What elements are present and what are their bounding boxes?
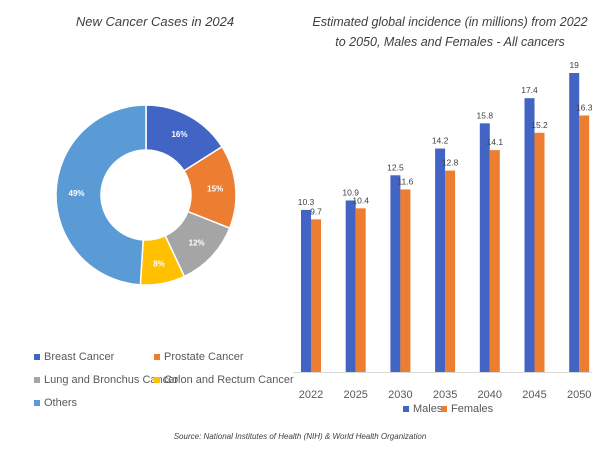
bar-males-2035	[435, 148, 446, 372]
donut-slice-label: 15%	[207, 184, 223, 193]
bar-males-2045	[524, 98, 535, 372]
bar-value-label: 17.4	[521, 85, 538, 95]
donut-slice-label: 16%	[171, 130, 187, 139]
donut-slice-others	[55, 104, 147, 286]
bar-value-label: 9.7	[310, 206, 322, 216]
donut-legend-item: Prostate Cancer	[154, 351, 243, 363]
legend-label: Prostate Cancer	[164, 351, 244, 363]
bar-females-2050	[579, 115, 590, 372]
bar-females-2040	[489, 150, 500, 372]
legend-swatch	[154, 354, 160, 360]
donut-slice-label: 12%	[189, 239, 205, 248]
legend-swatch	[34, 400, 40, 406]
bar-chart-title: Estimated global incidence (in millions)…	[300, 12, 600, 52]
legend-label: Colon and Rectum Cancer	[164, 374, 294, 386]
legend-label: Lung and Bronchus Cancer	[44, 374, 178, 386]
bar-females-2022	[311, 219, 321, 372]
bar-legend-item: Females	[441, 403, 493, 415]
source-note: Source: National Institutes of Health (N…	[173, 432, 427, 441]
bar-females-2030	[400, 189, 411, 372]
bar-value-label: 12.5	[387, 162, 404, 172]
legend-label: Females	[451, 403, 494, 415]
donut-slice-label: 49%	[69, 189, 85, 198]
legend-label: Males	[413, 403, 443, 415]
x-tick-label: 2045	[522, 389, 546, 401]
bar-value-label: 10.9	[342, 187, 359, 197]
bar-value-label: 15.8	[477, 110, 494, 120]
legend-swatch	[403, 406, 409, 412]
legend-swatch	[34, 377, 40, 383]
bar-value-label: 14.2	[432, 136, 449, 146]
bar-females-2035	[445, 170, 456, 372]
bar-males-2022	[301, 209, 311, 372]
legend-swatch	[34, 354, 40, 360]
bar-males-2030	[390, 175, 401, 372]
x-tick-label: 2040	[478, 389, 502, 401]
donut-legend-item: Breast Cancer	[34, 351, 114, 363]
bar-value-label: 11.6	[397, 176, 413, 186]
bar-value-label: 14.1	[487, 137, 504, 147]
bar-value-label: 19	[569, 60, 579, 70]
donut-slice-label: 8%	[153, 259, 165, 268]
bar-females-2045	[534, 132, 545, 372]
legend-swatch	[441, 406, 447, 412]
bar-value-label: 12.8	[442, 158, 459, 168]
legend-label: Breast Cancer	[44, 351, 115, 363]
donut-legend-item: Colon and Rectum Cancer	[154, 374, 294, 386]
bar-males-2050	[569, 73, 580, 372]
x-tick-label: 2050	[567, 389, 591, 401]
donut-legend-item: Others	[34, 397, 77, 409]
x-tick-label: 2030	[388, 389, 412, 401]
bar-chart-title-line-2: to 2050, Males and Females - All cancers	[335, 35, 565, 49]
x-tick-label: 2022	[299, 389, 323, 401]
bar-value-label: 16.3	[576, 102, 593, 112]
x-tick-label: 2025	[343, 389, 367, 401]
bar-males-2025	[345, 200, 356, 372]
bar-value-label: 10.4	[352, 195, 369, 205]
legend-swatch	[154, 377, 160, 383]
x-tick-label: 2035	[433, 389, 457, 401]
bar-males-2040	[479, 123, 490, 372]
donut-legend-item: Lung and Bronchus Cancer	[34, 374, 178, 386]
donut-chart-title: New Cancer Cases in 2024	[75, 14, 235, 29]
bar-legend-item: Males	[403, 403, 442, 415]
bar-value-label: 10.3	[298, 197, 315, 207]
bar-value-label: 15.2	[531, 120, 548, 130]
legend-label: Others	[44, 397, 78, 409]
bar-chart-title-line-1: Estimated global incidence (in millions)…	[312, 15, 588, 29]
bar-females-2025	[355, 208, 366, 372]
